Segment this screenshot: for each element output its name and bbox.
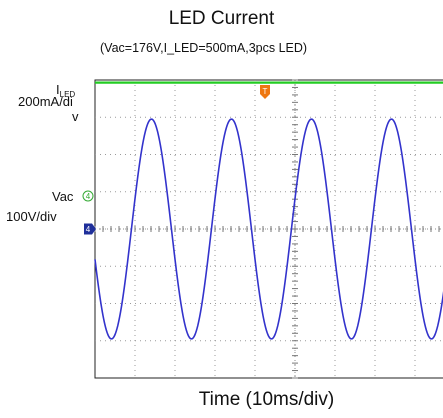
x-axis-label: Time (10ms/div) (198, 389, 335, 410)
ch1-scale-cont: v (72, 109, 79, 124)
scope-grid (94, 79, 443, 379)
trigger-marker-icon: T (260, 85, 270, 99)
ch4-scale: 100V/div (6, 209, 57, 224)
ch4-label: Vac (52, 189, 74, 204)
chart-subtitle: (Vac=176V,I_LED=500mA,3pcs LED) (100, 41, 308, 55)
trace-layer (94, 81, 443, 340)
ch1-label: ILED (56, 82, 75, 99)
svg-text:4: 4 (86, 225, 91, 234)
svg-text:T: T (263, 87, 268, 96)
ch4-marker-icon: 4 (82, 190, 94, 202)
svg-text:4: 4 (86, 192, 91, 201)
trace-vac (94, 118, 443, 340)
ch4-ground-marker: 4 (84, 223, 96, 235)
ch1-scale: 200mA/di (18, 94, 73, 109)
chart-title: LED Current (168, 8, 275, 29)
